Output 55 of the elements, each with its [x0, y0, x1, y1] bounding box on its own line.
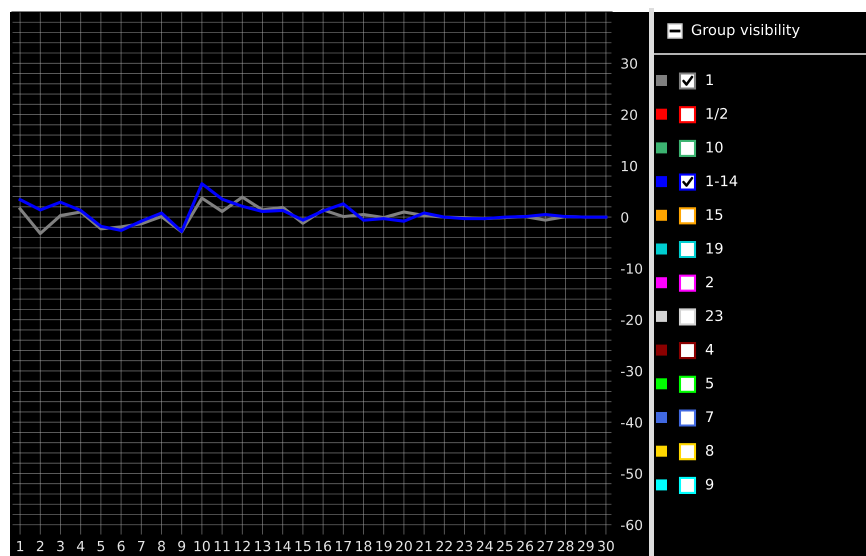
- x-tick-label: 23: [456, 540, 472, 552]
- x-tick-label: 5: [98, 540, 104, 552]
- y-tick-label: -50: [621, 468, 642, 479]
- x-tick-label: 9: [178, 540, 186, 552]
- x-tick-label: 18: [356, 540, 372, 552]
- y-tick-label: -20: [621, 314, 642, 326]
- x-tick-label: 21: [416, 540, 432, 552]
- x-tick-label: 14: [275, 540, 291, 552]
- y-tick-label: 30: [621, 58, 638, 69]
- x-tick-label: 4: [76, 540, 84, 552]
- x-tick-label: 10: [194, 540, 210, 552]
- x-tick-label: 7: [138, 540, 145, 552]
- y-tick-label: -40: [621, 417, 642, 428]
- legend-label: 15: [706, 209, 722, 220]
- y-tick-label: 20: [621, 110, 638, 120]
- line-series: [18, 182, 608, 233]
- x-tick-label: 29: [578, 540, 594, 552]
- y-tick-label: -60: [621, 520, 642, 530]
- x-tick-label: 2: [36, 540, 44, 552]
- legend-label: 7: [706, 411, 714, 422]
- x-tick-label: 17: [336, 540, 351, 552]
- x-tick-label: 19: [376, 540, 392, 552]
- y-tick-label: -30: [621, 366, 642, 376]
- legend-label: 19: [706, 242, 723, 254]
- legend-label: 9: [706, 478, 714, 490]
- legend-label: 1/2: [706, 108, 728, 120]
- x-tick-label: 16: [316, 540, 332, 552]
- x-tick-label: 6: [118, 540, 125, 552]
- legend-label: 1: [706, 74, 713, 86]
- x-tick-label: 15: [296, 540, 311, 552]
- legend-label: 4: [706, 344, 714, 355]
- legend-label: 2: [706, 276, 713, 288]
- legend-label: 10: [706, 142, 723, 153]
- x-tick-label: 26: [517, 540, 534, 552]
- x-tick-label: 3: [57, 540, 64, 552]
- x-tick-label: 11: [214, 540, 230, 552]
- legend-label: 1-14: [706, 175, 738, 186]
- x-tick-label: 13: [255, 540, 270, 552]
- legend-title: Group visibility: [692, 24, 800, 38]
- x-tick-label: 20: [396, 540, 412, 552]
- legend-label: 23: [706, 310, 722, 322]
- x-tick-label: 22: [436, 540, 452, 552]
- x-tick-label: 8: [158, 540, 165, 552]
- legend-label: 8: [706, 444, 714, 456]
- x-tick-label: 25: [497, 540, 513, 552]
- y-tick-label: 0: [621, 212, 628, 223]
- y-tick-label: 10: [622, 160, 638, 172]
- legend-label: 5: [706, 378, 714, 389]
- x-tick-label: 1: [17, 540, 24, 552]
- y-tick-label: -10: [621, 263, 642, 274]
- x-tick-label: 12: [234, 540, 250, 552]
- x-tick-label: 24: [476, 540, 493, 552]
- x-tick-label: 30: [598, 540, 614, 552]
- x-tick-label: 28: [558, 540, 574, 552]
- x-tick-label: 27: [538, 540, 553, 552]
